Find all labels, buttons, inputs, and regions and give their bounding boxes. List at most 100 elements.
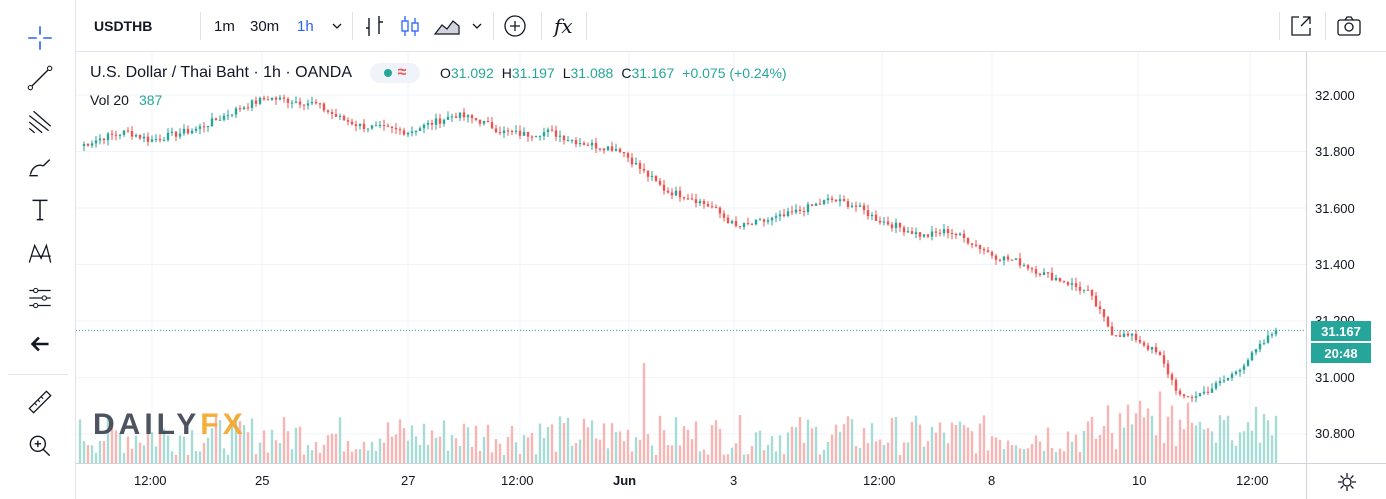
candle-body — [918, 232, 922, 237]
interval-1h-button[interactable]: 1h — [297, 17, 314, 35]
volume-bar — [418, 444, 422, 463]
candle-body — [846, 201, 850, 207]
zoom-in-icon[interactable] — [22, 428, 58, 464]
volume-bar — [726, 454, 730, 463]
candle-body — [934, 231, 938, 233]
candle-body — [222, 115, 226, 120]
pattern-icon[interactable] — [22, 236, 58, 272]
volume-bar — [1126, 404, 1130, 463]
volume-bar — [842, 424, 846, 463]
candle-body — [802, 210, 806, 213]
candle-body — [902, 227, 906, 233]
trend-line-icon[interactable] — [22, 60, 58, 96]
candle-body — [430, 122, 434, 125]
chart-type-chevron-down-icon[interactable] — [472, 0, 482, 52]
candle-body — [770, 217, 774, 221]
volume-bar — [374, 450, 378, 463]
candle-body — [602, 148, 606, 151]
candle-body — [1022, 265, 1026, 267]
fullscreen-icon[interactable] — [1289, 0, 1313, 52]
volume-bar — [622, 441, 626, 463]
fib-tools-icon[interactable] — [22, 104, 58, 140]
prediction-icon[interactable] — [22, 280, 58, 316]
candle-body — [1186, 396, 1190, 398]
chart-settings-gear-icon[interactable] — [1306, 463, 1386, 499]
volume-bar — [858, 447, 862, 463]
compare-plus-icon[interactable] — [503, 0, 527, 52]
ohlc-values: O31.092 H31.197 L31.088 C31.167 +0.075 (… — [440, 65, 787, 81]
candle-body — [950, 233, 954, 235]
volume-bar — [1146, 408, 1150, 463]
indicators-fx-icon[interactable]: fx — [554, 0, 573, 52]
volume-bar — [1082, 430, 1086, 463]
candle-body — [398, 129, 402, 131]
time-tick: Jun — [613, 473, 637, 488]
brush-icon[interactable] — [22, 148, 58, 184]
interval-dropdown-chevron-down-icon[interactable] — [332, 0, 342, 52]
chart-pane[interactable] — [76, 52, 1306, 463]
volume-bar — [1266, 420, 1270, 463]
volume-bar — [902, 442, 906, 463]
candle-body — [606, 146, 610, 151]
back-arrow-icon[interactable] — [22, 326, 58, 362]
candle-body — [202, 126, 206, 128]
time-axis[interactable]: 12:00 25 27 12:00 Jun 3 12:00 8 10 12:00 — [76, 463, 1306, 499]
volume-bar — [390, 436, 394, 463]
candle-body — [974, 244, 978, 246]
area-icon[interactable] — [434, 0, 460, 52]
bar-style-icon[interactable] — [364, 0, 386, 52]
volume-bar — [406, 440, 410, 463]
interval-30m-button[interactable]: 30m — [250, 17, 280, 35]
candle-body — [262, 97, 266, 100]
volume-bar — [78, 419, 82, 463]
crosshair-icon[interactable] — [22, 20, 58, 56]
ruler-icon[interactable] — [22, 384, 58, 420]
candle-body — [378, 125, 382, 127]
candle-body — [814, 203, 818, 206]
volume-bar — [522, 435, 526, 463]
candle-body — [522, 132, 526, 136]
volume-bar — [926, 441, 930, 463]
volume-bar — [1086, 421, 1090, 463]
candle-body — [350, 121, 354, 125]
volume-bar — [634, 437, 638, 463]
volume-bar — [602, 423, 606, 463]
candle-body — [758, 219, 762, 221]
volume-bar — [658, 415, 662, 463]
candle-body — [558, 135, 562, 137]
price-axis[interactable]: 32.000 31.800 31.600 31.400 31.200 31.00… — [1306, 52, 1386, 463]
volume-bar — [610, 423, 614, 463]
text-icon[interactable] — [22, 192, 58, 228]
candle-body — [386, 125, 390, 127]
candle-body — [450, 116, 454, 118]
volume-bar — [1194, 425, 1198, 463]
candles-icon[interactable] — [399, 0, 421, 52]
candle-body — [326, 110, 330, 113]
candle-body — [414, 130, 418, 132]
change-value: +0.075 (+0.24%) — [682, 65, 787, 81]
volume-bar — [546, 426, 550, 463]
snapshot-camera-icon[interactable] — [1336, 0, 1362, 52]
volume-bar — [682, 426, 686, 463]
symbol-search-button[interactable]: USDTHB — [94, 18, 153, 34]
candle-body — [862, 205, 866, 211]
volume-bar — [554, 451, 558, 463]
candle-body — [1142, 342, 1146, 346]
candle-body — [338, 115, 342, 117]
interval-1m-button[interactable]: 1m — [214, 17, 235, 35]
candle-body — [978, 244, 982, 249]
volume-bar — [1090, 416, 1094, 463]
volume-bar — [1034, 435, 1038, 463]
volume-bar — [1154, 435, 1158, 463]
candle-body — [1226, 377, 1230, 381]
volume-bar — [1058, 448, 1062, 463]
price-chart[interactable] — [76, 52, 1306, 463]
delayed-data-icon: ≈ — [397, 64, 407, 81]
volume-bar — [1274, 415, 1278, 463]
candle-body — [114, 134, 118, 136]
volume-bar — [222, 448, 226, 463]
volume-bar — [1190, 422, 1194, 463]
candle-body — [718, 207, 722, 214]
volume-bar — [262, 430, 266, 463]
market-status-badge[interactable]: ≈ — [370, 63, 421, 83]
